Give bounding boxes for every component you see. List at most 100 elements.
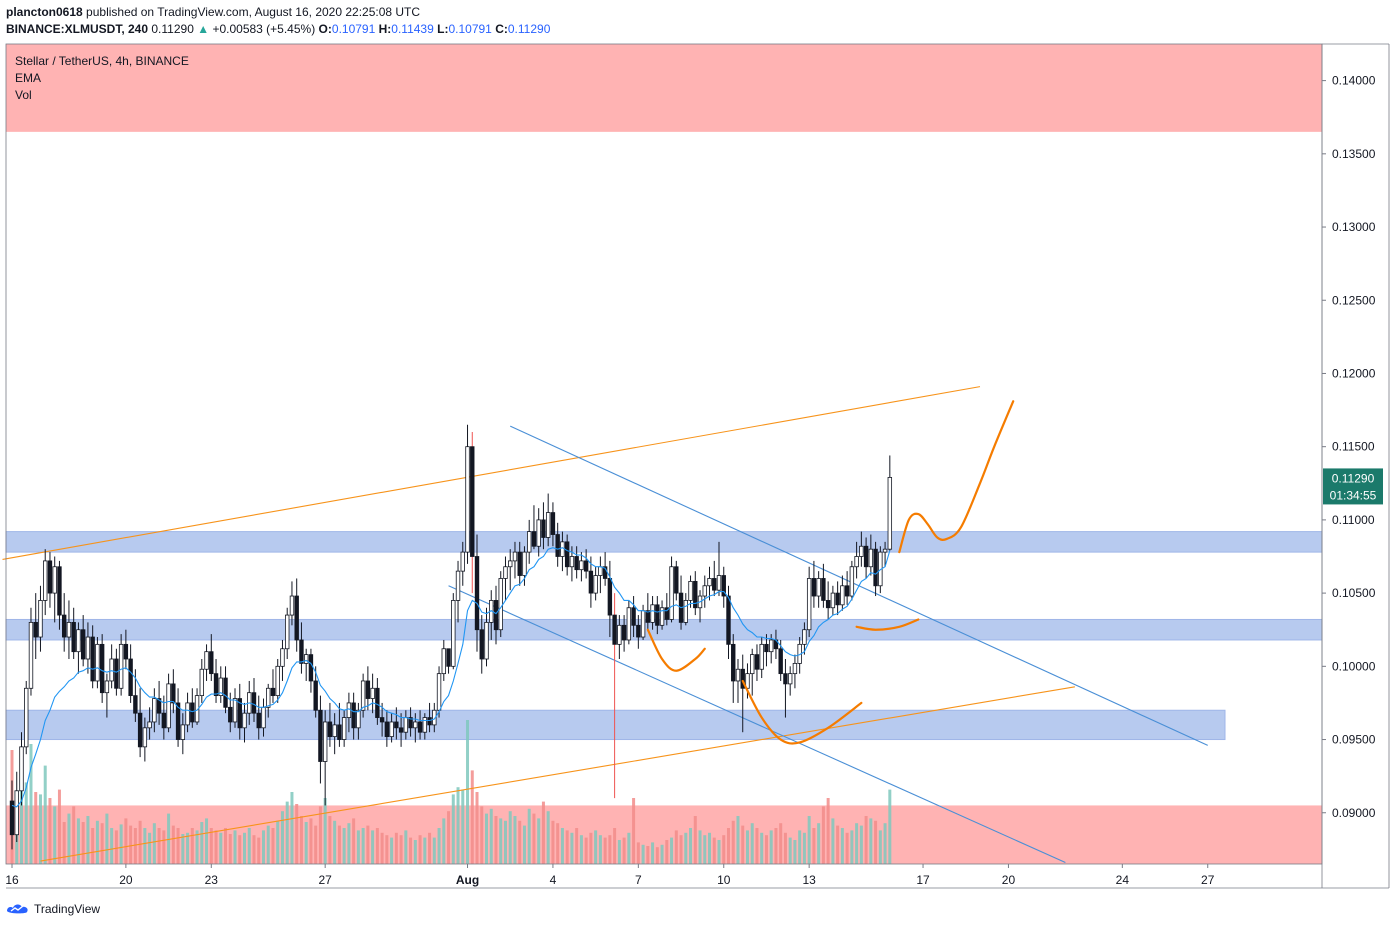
- cup-curve-0: [646, 628, 706, 672]
- candle-body-down: [574, 556, 579, 571]
- volume-bar: [802, 832, 806, 864]
- volume-bar: [190, 828, 194, 864]
- tradingview-logo-icon[interactable]: [6, 902, 30, 916]
- volume-bar: [665, 840, 669, 864]
- candle: [95, 637, 100, 689]
- volume-bar: [679, 835, 683, 864]
- legend-ema[interactable]: EMA: [15, 71, 42, 85]
- candle: [365, 666, 371, 711]
- candle-body-down: [863, 545, 869, 568]
- volume-bar: [375, 828, 379, 864]
- candle-body-up: [285, 614, 290, 650]
- candle: [47, 552, 53, 608]
- volume-bar: [836, 825, 840, 864]
- candle: [787, 666, 793, 696]
- volume-bar: [632, 798, 636, 864]
- candle-body-down: [237, 698, 242, 729]
- candle: [508, 549, 513, 591]
- candle: [759, 637, 764, 679]
- legend-vol[interactable]: Vol: [15, 88, 32, 102]
- volume-bar: [817, 823, 821, 864]
- candle: [512, 541, 518, 579]
- candle: [356, 702, 361, 740]
- candle: [118, 634, 124, 696]
- volume-bar: [38, 794, 42, 864]
- time-tick-label: 13: [802, 873, 816, 887]
- candle-body-down: [318, 709, 323, 762]
- candle-body-up: [854, 556, 859, 568]
- time-tick-label: Aug: [456, 873, 479, 887]
- volume-bar: [655, 847, 659, 864]
- volume-bar: [200, 822, 204, 864]
- candle-body-up: [617, 624, 622, 645]
- candle: [52, 556, 57, 623]
- candle: [327, 702, 333, 747]
- volume-bar: [105, 813, 109, 864]
- candle-body-down: [783, 673, 788, 685]
- time-tick-label: 23: [205, 873, 219, 887]
- candle: [460, 541, 465, 586]
- candle-body-up: [152, 698, 157, 723]
- candle-body-up: [650, 604, 655, 623]
- volume-bar: [864, 816, 868, 864]
- volume-bar: [447, 811, 451, 864]
- volume-bar: [323, 798, 327, 864]
- volume-bar: [409, 837, 413, 864]
- volume-bar: [627, 832, 631, 864]
- candle-body-down: [213, 673, 219, 697]
- volume-bar: [503, 820, 507, 864]
- candle: [389, 713, 394, 743]
- candle: [152, 688, 157, 733]
- volume-bar: [261, 830, 265, 864]
- volume-bar: [285, 801, 289, 864]
- candle-body-down: [541, 519, 546, 538]
- volume-bar: [299, 816, 303, 864]
- candle: [550, 502, 556, 547]
- candle-body-down: [631, 607, 636, 626]
- time-tick-label: 17: [916, 873, 930, 887]
- footer-brand[interactable]: TradingView: [34, 902, 101, 916]
- volume-bar: [385, 835, 389, 864]
- volume-bar: [224, 828, 228, 864]
- candle-body-down: [612, 614, 617, 645]
- candle-body-down: [408, 717, 413, 729]
- candle-body-up: [545, 512, 551, 538]
- volume-bar: [91, 828, 95, 864]
- candle: [707, 566, 712, 601]
- candle: [493, 585, 499, 645]
- candle: [446, 648, 451, 674]
- volume-bar: [532, 813, 536, 864]
- time-tick-label: 24: [1116, 873, 1130, 887]
- volume-bar: [428, 832, 432, 864]
- legend-title[interactable]: Stellar / TetherUS, 4h, BINANCE: [15, 54, 189, 68]
- volume-bar: [238, 835, 242, 864]
- candle: [256, 695, 261, 740]
- volume-bar: [855, 823, 859, 864]
- candle-body-up: [180, 724, 186, 740]
- volume-bar: [527, 808, 531, 864]
- support-zone-3: [5, 709, 1226, 741]
- volume-bar: [67, 813, 71, 864]
- candle: [593, 566, 598, 601]
- candle: [669, 556, 674, 623]
- publisher-name[interactable]: plancton0618: [6, 5, 83, 19]
- volume-bar: [209, 828, 213, 864]
- candle: [868, 534, 874, 576]
- volume-bar: [318, 806, 322, 864]
- price-tick-label: 0.10000: [1332, 659, 1376, 673]
- volume-bar: [86, 816, 90, 864]
- open-value: 0.10791: [331, 22, 376, 36]
- volume-bar: [295, 804, 299, 864]
- candle: [237, 683, 242, 740]
- volume-bar: [129, 825, 133, 864]
- candle-body-down: [190, 702, 195, 723]
- candle: [398, 713, 404, 747]
- candle-body-down: [308, 654, 314, 682]
- candle: [166, 673, 171, 733]
- volume-bar: [57, 789, 61, 864]
- candle: [527, 519, 532, 564]
- candle-body-up: [104, 680, 110, 694]
- candle-body-up: [484, 621, 489, 660]
- candle-body-down: [161, 712, 167, 729]
